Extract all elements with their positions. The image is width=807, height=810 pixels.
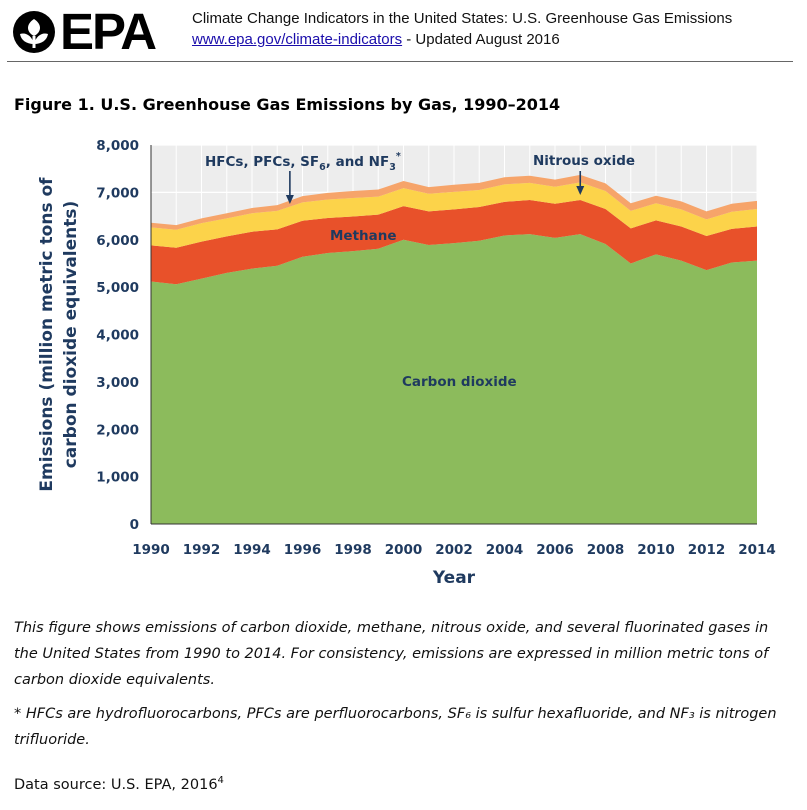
y-tick-label: 8,000	[96, 138, 139, 154]
y-tick-label: 1,000	[96, 470, 139, 486]
x-tick-label: 2004	[486, 542, 524, 558]
epa-logo: EPA	[12, 3, 157, 60]
data-source: Data source: U.S. EPA, 20164	[14, 775, 224, 793]
annotation-nitrous-arrowhead	[576, 186, 585, 195]
area-fluorinated-gases	[151, 174, 757, 230]
data-source-ref: 4	[217, 775, 224, 786]
y-tick-label: 2,000	[96, 422, 139, 438]
y-tick-label: 5,000	[96, 280, 139, 296]
header-divider	[7, 61, 793, 62]
y-tick-label: 0	[130, 517, 139, 533]
page-header: EPA Climate Change Indicators in the Uni…	[0, 0, 807, 64]
x-tick-label: 2000	[385, 542, 423, 558]
area-methane	[151, 199, 757, 285]
header-title: Climate Change Indicators in the United …	[192, 10, 733, 27]
annotation-fluorinated-gases-part: , and NF	[326, 154, 389, 170]
x-tick-label: 1998	[334, 542, 372, 558]
y-axis-title-line1: Emissions (million metric tons of	[37, 177, 57, 492]
x-axis-title: Year	[432, 568, 476, 588]
x-tick-label: 2012	[688, 542, 726, 558]
x-tick-label: 2008	[587, 542, 625, 558]
x-tick-label: 1992	[183, 542, 221, 558]
x-tick-label: 2010	[637, 542, 675, 558]
x-tick-label: 2002	[435, 542, 473, 558]
annotation-fluorinated-gases-part: HFCs, PFCs, SF	[205, 154, 319, 170]
y-tick-label: 7,000	[96, 185, 139, 201]
annotation-fluorinated-gases-part: 6	[319, 162, 326, 173]
area-nitrous-oxide	[151, 182, 757, 248]
epa-flower-icon	[13, 11, 55, 53]
climate-indicators-link[interactable]: www.epa.gov/climate-indicators	[192, 31, 403, 48]
updated-date: - Updated August 2016	[402, 31, 560, 48]
x-tick-label: 2014	[738, 542, 776, 558]
epa-logo-text: EPA	[60, 3, 157, 60]
y-tick-label: 4,000	[96, 328, 139, 344]
annotation-nitrous-oxide: Nitrous oxide	[533, 153, 635, 169]
x-tick-label: 1996	[284, 542, 322, 558]
area-carbon-dioxide	[151, 234, 757, 524]
annotation-fluorinated-arrowhead	[285, 195, 294, 204]
annotation-carbon-dioxide: Carbon dioxide	[402, 374, 517, 390]
data-source-text: Data source: U.S. EPA, 2016	[14, 776, 218, 793]
emissions-stacked-area-chart: 0 1,000 2,000 3,000 4,000 5,000 6,000 7,000 8,00…	[37, 138, 776, 588]
annotation-fluorinated-gases-part: *	[396, 151, 401, 162]
y-tick-label: 6,000	[96, 233, 139, 249]
annotation-fluorinated-gases: HFCs, PFCs, SF6, and NF3*	[205, 151, 401, 173]
header-subline: www.epa.gov/climate-indicators - Updated…	[192, 31, 560, 48]
annotation-methane: Methane	[330, 228, 397, 244]
y-tick-label: 3,000	[96, 375, 139, 391]
y-axis-title-line2: carbon dioxide equivalents)	[61, 201, 81, 469]
x-tick-label: 1990	[132, 542, 170, 558]
x-tick-label: 2006	[536, 542, 574, 558]
x-tick-label: 1994	[233, 542, 271, 558]
figure-title: Figure 1. U.S. Greenhouse Gas Emissions …	[14, 95, 561, 114]
annotation-fluorinated-gases-part: 3	[389, 162, 396, 173]
figure-footnote: * HFCs are hydrofluorocarbons, PFCs are …	[14, 706, 777, 748]
figure-caption: This figure shows emissions of carbon di…	[14, 620, 769, 688]
